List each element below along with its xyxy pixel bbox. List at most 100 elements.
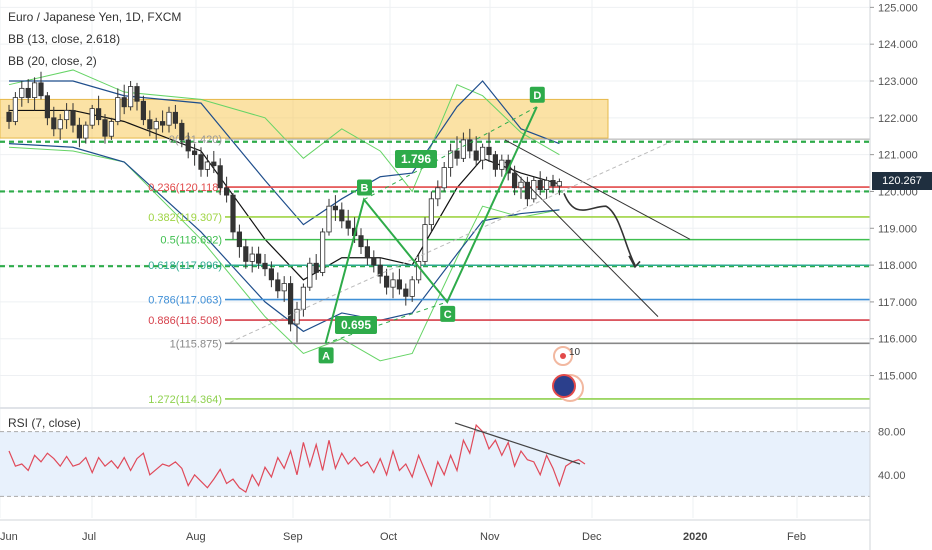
time-tick-label: Feb — [787, 531, 806, 543]
fib-label-0: 0(121.420) — [169, 134, 222, 146]
time-tick-label: Dec — [582, 531, 602, 543]
projected-path — [563, 192, 636, 266]
candle-body — [287, 283, 294, 325]
eu-flag-icon — [552, 374, 576, 398]
candle-body — [403, 288, 409, 297]
candle-body — [262, 262, 268, 270]
fib-label: 1(115.875) — [170, 338, 222, 350]
rsi-label: RSI (7, close) — [8, 416, 81, 430]
price-tick-label: 122.000 — [878, 113, 918, 125]
abcd-bd-line — [363, 106, 538, 200]
candle-body — [409, 279, 415, 297]
abcd-point-badge — [357, 179, 372, 196]
price-tick-label: 117.000 — [878, 297, 917, 309]
time-tick-label: Oct — [380, 531, 397, 543]
candle-body — [396, 279, 403, 290]
candle-body — [83, 124, 89, 139]
fib-label: 0.786(117.063) — [148, 295, 222, 307]
rsi-tick-label: 80.00 — [878, 427, 906, 439]
event-icon-dot — [560, 353, 566, 359]
candle-body — [524, 181, 531, 200]
candle-body — [537, 180, 543, 191]
candle-body — [44, 95, 51, 119]
candle-body — [243, 246, 249, 262]
candle-body — [441, 167, 447, 189]
candle-body — [147, 119, 153, 130]
price-tick-label: 121.000 — [878, 150, 918, 162]
gridlines — [0, 0, 870, 518]
candle-body — [383, 275, 390, 288]
horizontal-levels — [0, 140, 870, 268]
diagonal-dashed-line — [229, 139, 676, 343]
candle-body — [159, 121, 166, 126]
time-tick-label: Aug — [186, 531, 206, 543]
trend-drawings — [229, 139, 691, 343]
candle-body — [76, 124, 82, 139]
event-count: 10 — [569, 347, 581, 358]
candle-body — [25, 87, 31, 98]
candle-body — [230, 194, 236, 233]
abcd-point-badge — [318, 347, 334, 364]
candle-body — [70, 110, 76, 126]
time-tick-label: Nov — [480, 531, 500, 543]
candle-body — [172, 111, 178, 124]
candle-body — [332, 205, 339, 211]
candle-body — [492, 154, 499, 170]
fib-label: 0.382(119.307) — [148, 212, 222, 224]
candle-body — [236, 231, 242, 248]
candle-body — [249, 253, 255, 262]
fib-label: 0.886(116.508) — [148, 315, 222, 327]
candle-body — [544, 180, 550, 191]
projected-path-arrowhead — [628, 255, 641, 269]
candle-body — [127, 86, 134, 108]
abcd-ratio-label: 0.695 — [341, 318, 371, 332]
candle-body — [300, 286, 307, 310]
candle-body — [281, 283, 287, 292]
candle-body — [377, 264, 383, 277]
candle-body — [198, 154, 204, 170]
candle-body — [499, 159, 505, 170]
chart-title: Euro / Japanese Yen, 1D, FXCM — [8, 10, 182, 24]
candle-body — [32, 82, 38, 98]
candle-body — [371, 257, 377, 266]
candle-body — [339, 209, 345, 222]
time-tick-label: Jul — [82, 531, 96, 543]
candles — [6, 71, 563, 343]
candle-body — [211, 161, 217, 167]
candle-body — [422, 224, 428, 262]
candle-body — [556, 181, 563, 187]
trendline-upper — [504, 139, 691, 240]
indicator-bb-20: BB (20, close, 2) — [8, 54, 97, 68]
candle-body — [364, 246, 371, 259]
rsi-pane — [0, 407, 870, 497]
price-tick-label: 124.000 — [878, 39, 918, 51]
abcd-pattern: A B C D 1.796 0.695 10 — [318, 86, 584, 402]
candle-body — [447, 150, 454, 168]
time-tick-label: 2020 — [683, 531, 707, 543]
candle-body — [153, 121, 159, 130]
price-tick-label: 125.000 — [878, 2, 918, 14]
candle-body — [473, 150, 479, 161]
rsi-band — [0, 431, 870, 497]
abcd-point-label: B — [361, 183, 369, 195]
trendline-lower — [504, 161, 659, 317]
candle-body — [467, 139, 473, 152]
time-tick-label: Sep — [283, 531, 303, 543]
price-tick-label: 118.000 — [878, 260, 917, 272]
candle-body — [115, 97, 121, 122]
candle-body — [454, 150, 460, 159]
candle-body — [89, 108, 95, 126]
candle-body — [460, 139, 467, 159]
abcd-ratio-badge — [395, 150, 437, 168]
candle-body — [428, 198, 435, 225]
candle-body — [96, 108, 102, 121]
candle-body — [191, 150, 198, 156]
price-tick-label: 116.000 — [878, 334, 917, 346]
candle-body — [57, 119, 63, 130]
candle-body — [307, 262, 313, 288]
abcd-point-label: C — [444, 309, 452, 321]
candle-body — [294, 308, 300, 325]
candle-body — [185, 139, 191, 152]
candle-body — [134, 86, 140, 102]
